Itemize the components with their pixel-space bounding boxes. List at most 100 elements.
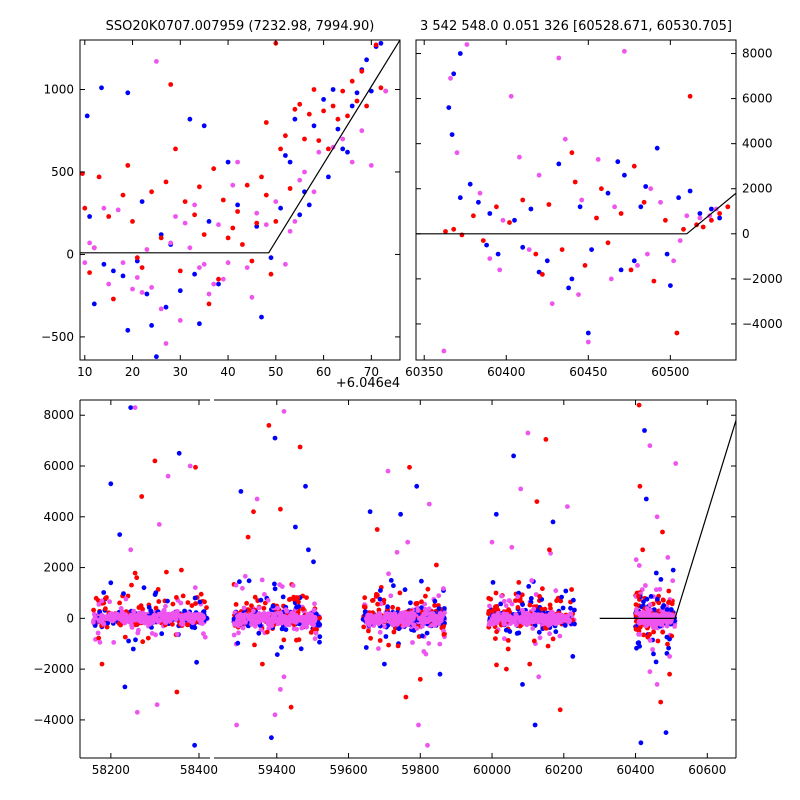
zoom-point-red-40 bbox=[297, 101, 303, 107]
full-outlier-2-9 bbox=[425, 742, 430, 748]
full-point bbox=[563, 588, 569, 594]
zoom-plot-area bbox=[80, 40, 400, 360]
zoom-point-pink-23 bbox=[211, 281, 217, 287]
zoom-point-red-38 bbox=[287, 186, 293, 191]
full-point bbox=[237, 579, 242, 585]
zoom-point-red-8 bbox=[125, 163, 131, 168]
full-point bbox=[185, 600, 191, 605]
full-xtick-label: 58200 bbox=[92, 763, 130, 777]
zoom-point-red-2 bbox=[87, 270, 92, 275]
zoom-xtick-label: 70 bbox=[364, 365, 379, 379]
zoom-point-blue-32 bbox=[311, 123, 317, 129]
mid-xtick-label: 60400 bbox=[487, 365, 525, 379]
full-point bbox=[381, 597, 387, 603]
zoom-point-blue-6 bbox=[111, 268, 116, 274]
full-point bbox=[506, 607, 511, 613]
mid-point-pink-30 bbox=[612, 204, 617, 210]
mid-point-pink-11 bbox=[549, 301, 555, 307]
zoom-point-pink-4 bbox=[106, 281, 112, 287]
full-point-core bbox=[409, 610, 415, 616]
full-point-core bbox=[163, 618, 169, 624]
mid-point-blue-12 bbox=[566, 285, 571, 291]
full-point bbox=[240, 625, 246, 631]
full-outlier-4-2 bbox=[647, 443, 653, 449]
full-point-core bbox=[264, 617, 270, 624]
mid-ytick-label: 8000 bbox=[742, 47, 773, 61]
full-ytick-label: −2000 bbox=[33, 662, 74, 676]
full-point bbox=[311, 559, 316, 565]
full-point bbox=[419, 578, 424, 584]
mid-point-blue-22 bbox=[676, 195, 681, 201]
full-point bbox=[272, 586, 278, 592]
full-point bbox=[537, 594, 542, 599]
zoom-point-blue-17 bbox=[177, 288, 183, 294]
zoom-point-pink-37 bbox=[311, 189, 317, 195]
full-point bbox=[531, 638, 537, 644]
full-point bbox=[235, 640, 241, 646]
full-point bbox=[275, 605, 281, 611]
mid-point-pink-5 bbox=[487, 256, 493, 261]
full-point bbox=[667, 636, 672, 642]
full-point bbox=[517, 623, 523, 629]
full-point-core bbox=[311, 607, 317, 613]
full-point-core bbox=[269, 623, 275, 629]
mid-point-red-20 bbox=[674, 330, 680, 336]
zoom-point-red-15 bbox=[168, 82, 174, 87]
mid-point-red-31 bbox=[540, 272, 545, 277]
full-point bbox=[657, 586, 663, 592]
mid-point-pink-13 bbox=[576, 292, 581, 297]
full-point-core bbox=[278, 610, 284, 616]
mid-point-pink-21 bbox=[658, 199, 663, 205]
full-point-core bbox=[423, 611, 429, 617]
full-point bbox=[655, 596, 660, 602]
full-xtick-label: 60200 bbox=[545, 763, 583, 777]
full-point-core bbox=[242, 612, 248, 618]
full-point bbox=[182, 608, 188, 614]
mid-point-pink-6 bbox=[497, 267, 503, 273]
mid-point-blue-17 bbox=[622, 172, 627, 178]
full-point bbox=[486, 622, 492, 627]
full-outlier-1-4 bbox=[238, 489, 244, 494]
full-outlier-0-2 bbox=[152, 458, 158, 464]
full-point bbox=[290, 583, 296, 588]
full-point-core bbox=[495, 610, 501, 617]
full-point bbox=[414, 626, 420, 631]
mid-panel: 60350 60400 60450 60500 −4000 −2000 0 2000 4000 6… bbox=[405, 39, 783, 379]
full-point bbox=[400, 623, 406, 629]
mid-point-blue-5 bbox=[476, 199, 481, 205]
full-point bbox=[118, 606, 124, 611]
zoom-point-pink-17 bbox=[177, 318, 183, 323]
full-outlier-3-14 bbox=[547, 547, 552, 553]
zoom-xtick-label: 30 bbox=[173, 365, 188, 379]
full-outlier-1-9 bbox=[260, 661, 265, 667]
mid-point-blue-27 bbox=[585, 330, 591, 336]
mid-xtick-label: 60350 bbox=[405, 365, 443, 379]
full-point bbox=[377, 596, 383, 602]
full-outlier-3-2 bbox=[543, 437, 549, 442]
mid-point-pink-2 bbox=[454, 150, 460, 156]
full-point-core bbox=[527, 613, 533, 620]
full-point bbox=[204, 605, 209, 610]
zoom-point-red-6 bbox=[111, 296, 116, 302]
zoom-point-pink-14 bbox=[163, 341, 169, 346]
zoom-point-blue-22 bbox=[206, 219, 212, 224]
mid-point-red-9 bbox=[546, 202, 552, 207]
zoom-point-pink-33 bbox=[283, 261, 288, 267]
zoom-point-blue-13 bbox=[154, 354, 159, 360]
full-outlier-3-0 bbox=[511, 453, 516, 459]
zoom-point-red-51 bbox=[349, 78, 355, 84]
full-outlier-1-1 bbox=[272, 435, 278, 441]
zoom-point-blue-48 bbox=[283, 153, 288, 158]
full-ytick-label: 4000 bbox=[43, 510, 74, 524]
full-point bbox=[637, 643, 642, 649]
full-point-core bbox=[431, 619, 438, 625]
full-point bbox=[493, 590, 499, 596]
full-point-core bbox=[415, 607, 421, 614]
full-outlier-0-8 bbox=[99, 661, 105, 667]
full-point bbox=[436, 606, 442, 611]
full-point-core bbox=[428, 615, 434, 622]
full-point bbox=[670, 578, 676, 584]
full-point bbox=[644, 596, 650, 602]
zoom-point-red-5 bbox=[106, 214, 112, 219]
full-point bbox=[159, 631, 165, 637]
